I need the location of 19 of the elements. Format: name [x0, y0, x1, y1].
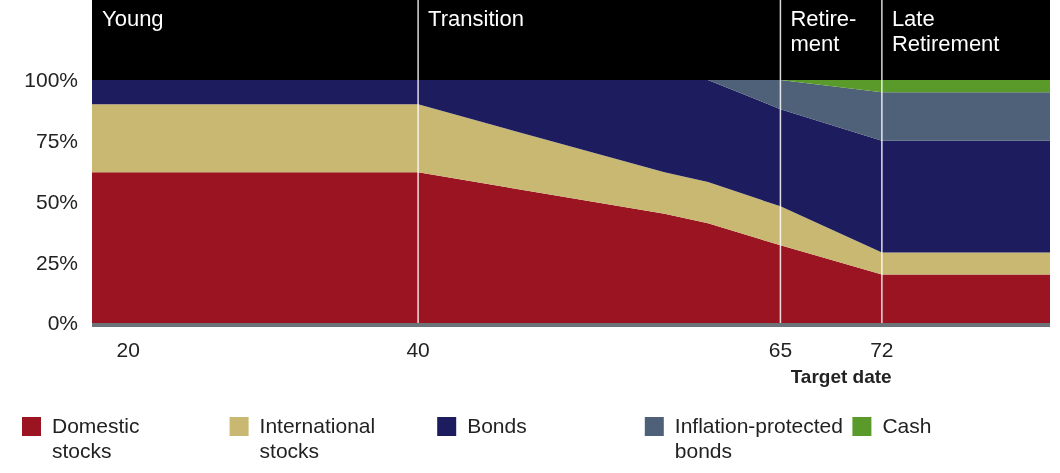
legend-label: Inflation-protected bonds	[674, 414, 843, 462]
annotation: Retire- ment	[790, 6, 857, 56]
legend-label: Bonds	[467, 414, 527, 437]
legend-label: International stocks	[259, 414, 376, 462]
legend-label: Cash	[882, 414, 932, 437]
x-tick-label: 20	[116, 338, 140, 361]
y-tick-label: 100%	[24, 68, 78, 92]
y-tick-label: 75%	[35, 129, 78, 153]
y-tick-label: 50%	[35, 189, 78, 213]
annotation: Transition	[428, 6, 524, 31]
annotation: Late Retirement	[891, 6, 1000, 56]
x-tick-label: 72	[870, 338, 894, 361]
legend-label: Domestic stocks	[52, 414, 140, 462]
x-tick-label: 65	[768, 338, 793, 361]
x-axis-title: Target date	[790, 366, 892, 387]
y-tick-label: 25%	[35, 250, 78, 274]
text: Young	[102, 6, 164, 31]
y-tick-label: 0%	[47, 311, 78, 335]
x-tick-label: 40	[406, 338, 430, 361]
